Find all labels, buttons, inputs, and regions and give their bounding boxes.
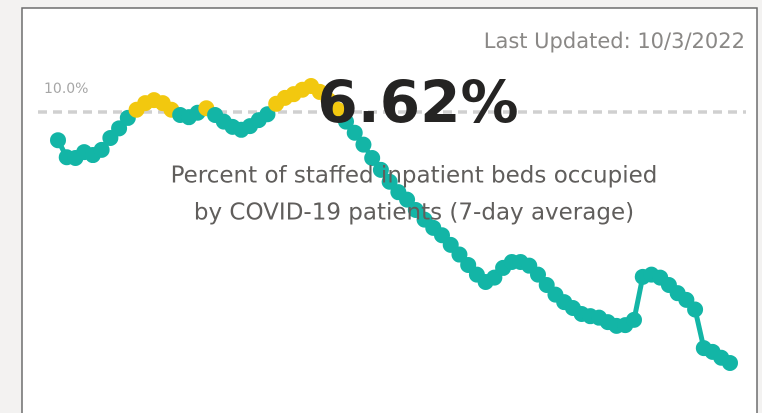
- kpi-value: 6.62%: [317, 68, 518, 136]
- point: [626, 311, 642, 328]
- point: [50, 132, 66, 149]
- last-updated: Last Updated: 10/3/2022: [484, 29, 745, 53]
- point: [372, 161, 389, 178]
- point: [93, 141, 110, 158]
- point: [355, 136, 372, 153]
- point: [722, 354, 738, 371]
- point: [329, 101, 346, 118]
- card-frame: [21, 7, 758, 413]
- point: [346, 124, 363, 141]
- subtitle-line: Percent of staffed inpatient beds occupi…: [171, 163, 658, 189]
- subtitle-line: by COVID-19 patients (7-day average): [194, 200, 634, 226]
- reference-label: 10.0%: [44, 81, 88, 97]
- plot: [38, 77, 746, 371]
- point: [338, 113, 354, 130]
- point: [687, 301, 704, 318]
- point: [364, 150, 381, 167]
